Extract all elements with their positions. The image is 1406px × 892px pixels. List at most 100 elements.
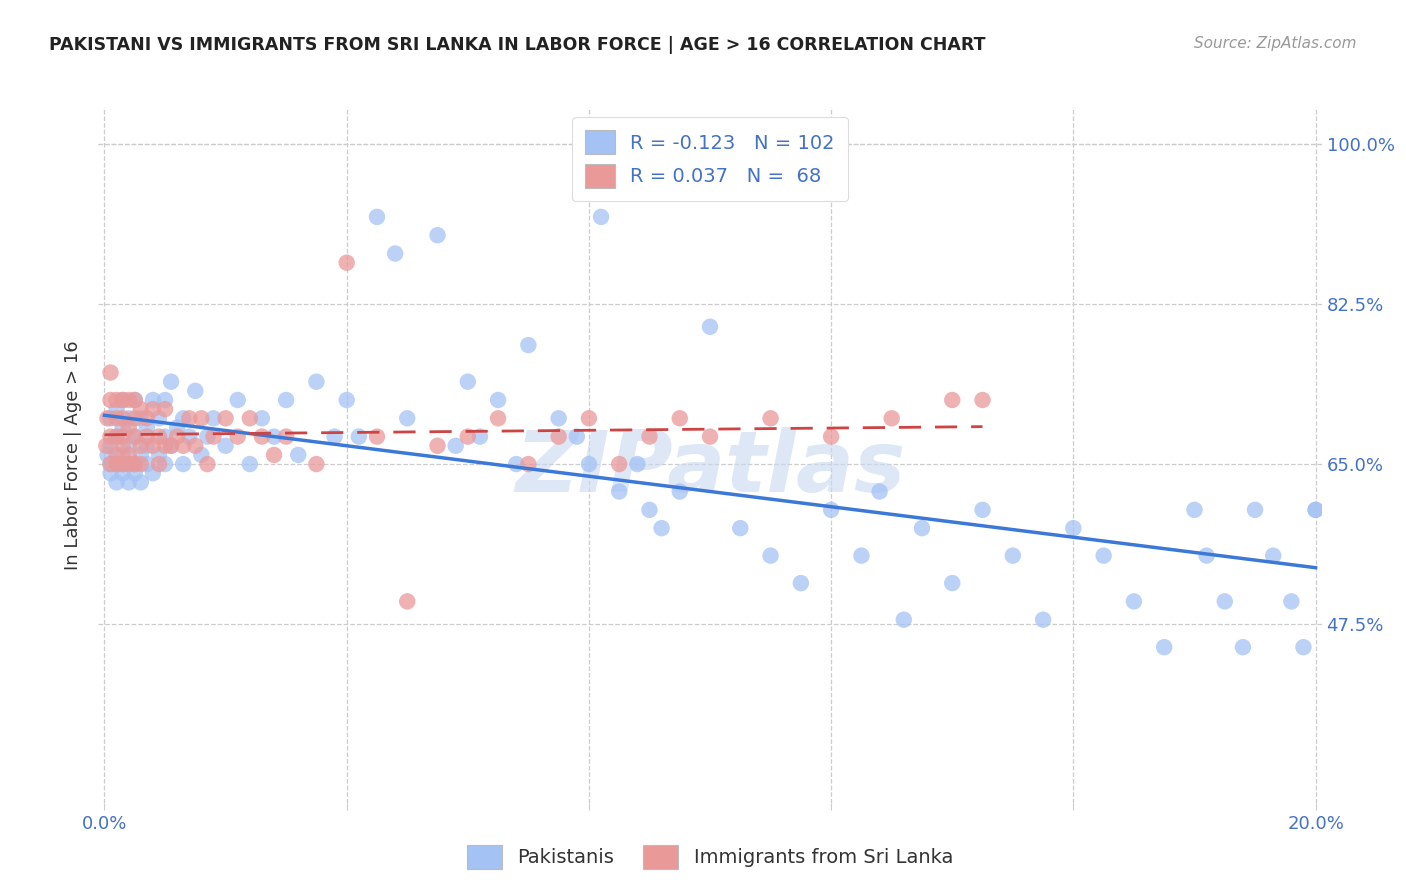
Point [1279, 594, 1302, 608]
Point [184, 439, 207, 453]
Point [124, 392, 146, 407]
Point [111, 429, 134, 443]
Point [457, 429, 479, 443]
Point [1092, 549, 1115, 563]
Point [336, 255, 359, 269]
Point [148, 457, 170, 471]
Point [250, 429, 273, 443]
Point [124, 457, 146, 471]
Text: ZIPatlas: ZIPatlas [515, 427, 905, 510]
Point [305, 375, 328, 389]
Point [190, 411, 212, 425]
Point [226, 429, 249, 443]
Point [505, 457, 527, 471]
Point [160, 375, 183, 389]
Point [911, 521, 934, 535]
Point [105, 475, 128, 490]
Point [396, 411, 419, 425]
Point [135, 420, 157, 434]
Point [759, 549, 782, 563]
Point [111, 392, 134, 407]
Point [172, 439, 194, 453]
Point [148, 429, 170, 443]
Point [135, 457, 157, 471]
Point [699, 319, 721, 334]
Point [100, 439, 122, 453]
Point [197, 429, 219, 443]
Point [607, 484, 630, 499]
Legend: Pakistanis, Immigrants from Sri Lanka: Pakistanis, Immigrants from Sri Lanka [458, 838, 962, 877]
Point [142, 467, 165, 481]
Point [820, 503, 842, 517]
Point [1062, 521, 1084, 535]
Point [111, 420, 134, 434]
Point [96, 448, 118, 462]
Point [166, 420, 188, 434]
Point [893, 613, 915, 627]
Point [263, 448, 285, 462]
Point [105, 402, 128, 417]
Point [287, 448, 309, 462]
Point [190, 448, 212, 462]
Point [426, 228, 449, 243]
Point [336, 392, 359, 407]
Point [517, 457, 540, 471]
Point [105, 448, 128, 462]
Point [1153, 640, 1175, 655]
Point [396, 594, 419, 608]
Point [457, 375, 479, 389]
Point [100, 467, 122, 481]
Point [100, 366, 122, 380]
Point [366, 210, 388, 224]
Point [1232, 640, 1254, 655]
Point [1195, 549, 1218, 563]
Point [172, 411, 194, 425]
Point [1001, 549, 1024, 563]
Point [100, 411, 122, 425]
Point [468, 429, 491, 443]
Point [276, 429, 298, 443]
Point [111, 457, 134, 471]
Point [1244, 503, 1267, 517]
Point [668, 411, 690, 425]
Point [626, 457, 648, 471]
Point [226, 392, 249, 407]
Point [607, 457, 630, 471]
Point [1305, 503, 1327, 517]
Point [118, 475, 141, 490]
Point [1184, 503, 1206, 517]
Point [100, 457, 122, 471]
Point [124, 467, 146, 481]
Point [129, 457, 152, 471]
Point [589, 210, 612, 224]
Point [869, 484, 891, 499]
Point [172, 457, 194, 471]
Point [486, 392, 509, 407]
Point [129, 439, 152, 453]
Point [517, 338, 540, 352]
Point [142, 402, 165, 417]
Point [347, 429, 370, 443]
Text: Source: ZipAtlas.com: Source: ZipAtlas.com [1194, 36, 1357, 51]
Point [105, 429, 128, 443]
Point [305, 457, 328, 471]
Point [759, 411, 782, 425]
Point [250, 411, 273, 425]
Point [118, 420, 141, 434]
Point [96, 439, 118, 453]
Point [547, 429, 569, 443]
Point [118, 457, 141, 471]
Point [202, 411, 225, 425]
Point [651, 521, 673, 535]
Point [166, 429, 188, 443]
Point [239, 411, 262, 425]
Point [111, 467, 134, 481]
Point [118, 448, 141, 462]
Point [129, 402, 152, 417]
Point [129, 475, 152, 490]
Point [118, 457, 141, 471]
Point [111, 457, 134, 471]
Point [124, 411, 146, 425]
Point [124, 429, 146, 443]
Point [111, 411, 134, 425]
